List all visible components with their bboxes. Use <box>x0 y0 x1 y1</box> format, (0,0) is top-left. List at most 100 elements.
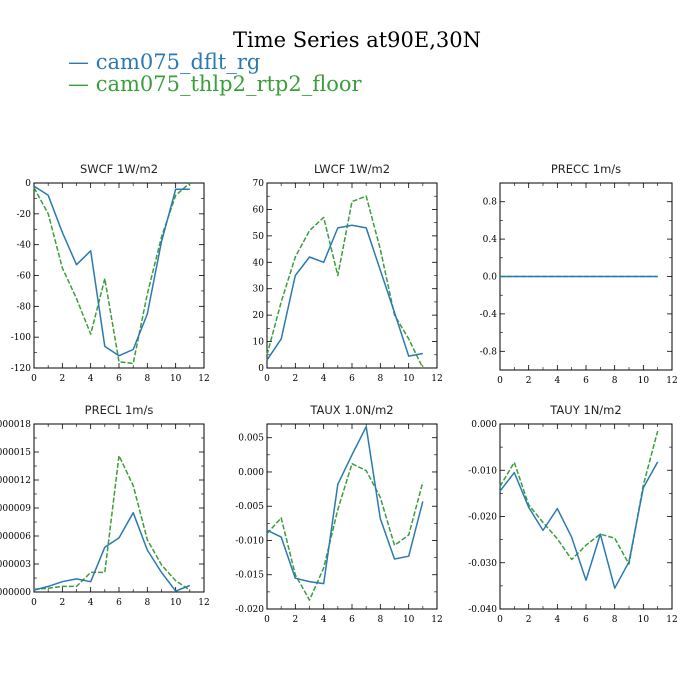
x-tick-label: 6 <box>349 615 355 625</box>
chart-title: PRECL 1m/s <box>85 403 154 417</box>
series-line-cam075-thlp2-rtp2-floor <box>266 462 424 601</box>
x-tick-label: 12 <box>666 376 677 386</box>
x-tick-label: 8 <box>612 376 618 386</box>
legend-entry-dflt-rg: — cam075_dflt_rg <box>68 50 260 74</box>
x-tick-label: 6 <box>583 376 589 386</box>
y-tick-label: 0000015 <box>0 448 31 458</box>
x-tick-label: 6 <box>116 598 122 608</box>
plot-frame <box>33 182 205 369</box>
y-tick-label: 0.000 <box>238 468 264 478</box>
y-tick-label: 0000009 <box>0 504 31 514</box>
y-tick-label: -0.010 <box>235 536 264 546</box>
series-line-cam075-thlp2-rtp2-floor <box>33 454 191 591</box>
y-tick-label: 30 <box>253 285 265 295</box>
x-tick-label: 8 <box>144 598 150 608</box>
legend-entry-thlp2-rtp2-floor: — cam075_thlp2_rtp2_floor <box>68 72 362 96</box>
x-tick-label: 0 <box>31 598 37 608</box>
y-tick-label: -0.010 <box>468 466 497 476</box>
x-tick-label: 4 <box>88 598 94 608</box>
chart-title: TAUY 1N/m2 <box>549 403 621 417</box>
legend-line-marker: — <box>68 72 89 96</box>
x-tick-label: 8 <box>377 374 383 384</box>
x-tick-label: 6 <box>583 615 589 625</box>
y-tick-label: 0.0 <box>483 273 498 283</box>
x-tick-label: 10 <box>170 374 182 384</box>
x-tick-label: 0 <box>264 374 270 384</box>
x-tick-label: 0 <box>31 374 37 384</box>
y-tick-label: 0.8 <box>483 198 498 208</box>
x-tick-label: 4 <box>554 376 560 386</box>
chart-title: SWCF 1W/m2 <box>80 162 158 176</box>
x-tick-label: 10 <box>403 615 415 625</box>
chart-tauy: TAUY 1N/m2 0 2 4 6 8 10 12 0.000 -0.010 -0.020 -0.0… <box>468 403 678 625</box>
plot-frame <box>266 182 438 369</box>
x-tick-label: 10 <box>403 374 415 384</box>
chart-precc: PRECC 1m/s 0 2 4 6 8 10 12 0.8 0.4 0.0 -0.4 -0.8 <box>480 162 678 386</box>
y-tick-label: 70 <box>253 179 265 189</box>
y-tick-label: -0.030 <box>468 559 497 569</box>
y-tick-label: 20 <box>253 311 265 321</box>
series-line-cam075-thlp2-rtp2-floor <box>33 182 191 365</box>
y-tick-label: 0.005 <box>238 434 264 444</box>
chart-title: LWCF 1W/m2 <box>314 162 390 176</box>
x-tick-label: 10 <box>638 615 650 625</box>
y-tick-label: 0 <box>258 364 264 374</box>
y-tick-label: -0.015 <box>235 571 264 581</box>
legend-label: cam075_dflt_rg <box>95 50 261 74</box>
x-tick-label: 12 <box>431 374 442 384</box>
legend-line-marker: — <box>68 50 89 74</box>
y-tick-label: 0 <box>25 179 31 189</box>
x-tick-label: 6 <box>116 374 122 384</box>
x-tick-label: 2 <box>526 615 532 625</box>
y-tick-label: 0000018 <box>0 420 31 430</box>
y-tick-label: -60 <box>17 272 32 282</box>
plot-frame <box>266 423 438 610</box>
x-tick-label: 4 <box>321 374 327 384</box>
chart-swcf: SWCF 1W/m2 0 2 4 6 8 10 12 0 -20 -40 -60 -80 -100 -120 <box>11 162 210 384</box>
series-line-cam075-dflt-rg <box>33 511 191 592</box>
x-tick-label: 12 <box>431 615 442 625</box>
chart-taux: TAUX 1.0N/m2 0 2 4 6 8 10 12 0.005 0.000 -0.005 -0.… <box>235 403 443 625</box>
y-tick-label: -100 <box>11 333 31 343</box>
x-tick-label: 2 <box>292 374 298 384</box>
y-tick-label: -20 <box>17 210 32 220</box>
x-tick-label: 10 <box>638 376 650 386</box>
x-tick-label: 12 <box>666 615 677 625</box>
y-tick-label: -40 <box>17 241 32 251</box>
series-line-cam075-dflt-rg <box>266 224 423 361</box>
y-tick-label: 10 <box>253 338 265 348</box>
chart-lwcf: LWCF 1W/m2 0 2 4 6 8 10 12 0 10 20 30 40 50 60 70 <box>253 162 443 384</box>
series-line-cam075-thlp2-rtp2-floor <box>499 430 659 565</box>
x-tick-label: 4 <box>554 615 560 625</box>
y-tick-label: 0.4 <box>483 235 498 245</box>
y-tick-label: -80 <box>17 302 32 312</box>
x-tick-label: 2 <box>59 374 65 384</box>
x-tick-label: 0 <box>264 615 270 625</box>
y-tick-label: -120 <box>11 364 31 374</box>
x-tick-label: 8 <box>612 615 618 625</box>
y-tick-label: -0.005 <box>235 502 264 512</box>
x-tick-label: 4 <box>88 374 94 384</box>
x-tick-label: 6 <box>349 374 355 384</box>
series-line-cam075-dflt-rg <box>266 425 424 585</box>
y-tick-label: -0.020 <box>468 513 497 523</box>
y-tick-label: -0.020 <box>235 605 264 615</box>
y-tick-label: 50 <box>253 232 265 242</box>
series-line-cam075-thlp2-rtp2-floor <box>266 195 424 369</box>
x-tick-label: 4 <box>321 615 327 625</box>
page-title: Time Series at90E,30N <box>233 28 481 52</box>
x-tick-label: 8 <box>377 615 383 625</box>
chart-title: TAUX 1.0N/m2 <box>309 403 393 417</box>
x-tick-label: 0 <box>497 615 503 625</box>
plot-frame <box>33 423 205 593</box>
series-line-cam075-dflt-rg <box>33 185 190 357</box>
legend-label: cam075_thlp2_rtp2_floor <box>95 72 362 96</box>
x-tick-label: 0 <box>497 376 503 386</box>
x-tick-label: 8 <box>144 374 150 384</box>
y-tick-label: -0.8 <box>480 347 498 357</box>
y-tick-label: 0000012 <box>0 476 31 486</box>
